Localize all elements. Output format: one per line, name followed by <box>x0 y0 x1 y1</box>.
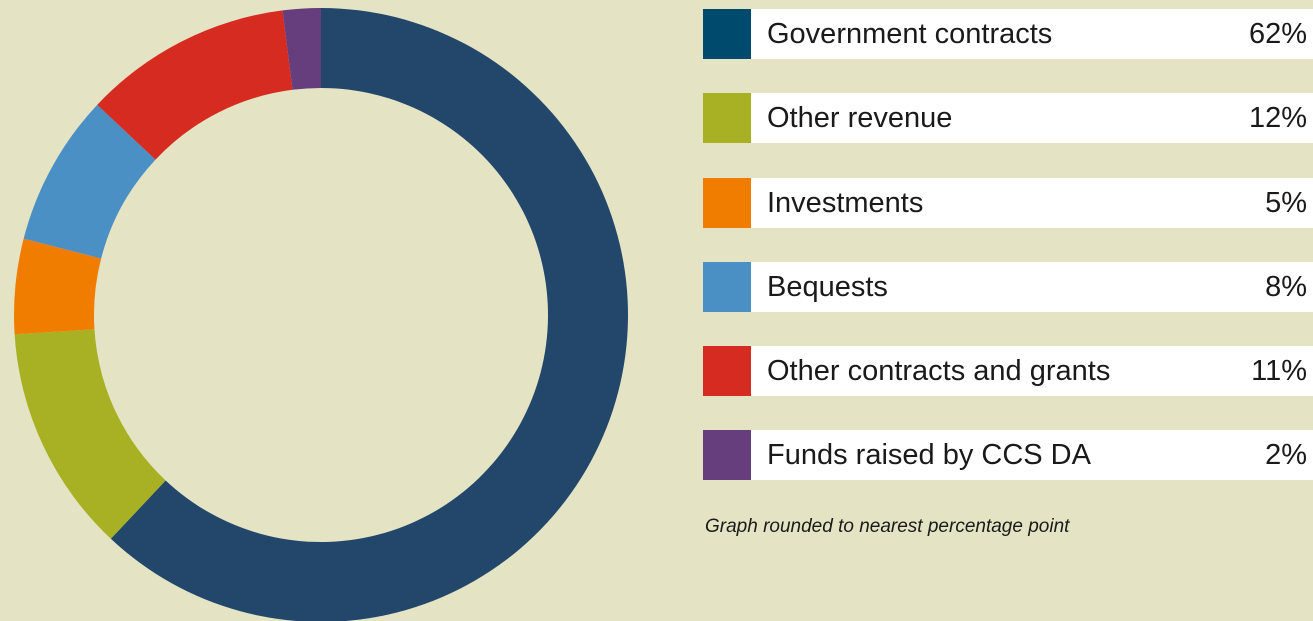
legend-swatch <box>703 430 751 480</box>
legend-swatch <box>703 346 751 396</box>
legend-swatch <box>703 178 751 228</box>
legend-label: Investments <box>767 187 924 219</box>
legend-label: Funds raised by CCS DA <box>767 439 1091 471</box>
legend-item-bequests: Bequests 8% <box>703 262 1313 312</box>
footnote: Graph rounded to nearest percentage poin… <box>705 516 1070 537</box>
legend-value: 8% <box>1265 271 1307 303</box>
legend-label: Government contracts <box>767 18 1053 50</box>
legend-label: Other revenue <box>767 102 953 134</box>
legend-label-box: Other revenue 12% <box>751 93 1313 143</box>
legend-item-government-contracts: Government contracts 62% <box>703 9 1313 59</box>
donut-slice-other-revenue <box>14 329 166 539</box>
donut-chart <box>13 8 628 621</box>
legend-label-box: Investments 5% <box>751 178 1313 228</box>
legend-value: 5% <box>1265 187 1307 219</box>
legend-item-other-revenue: Other revenue 12% <box>703 93 1313 143</box>
donut-slice-funds-raised-by-ccs-da <box>282 8 321 90</box>
legend-label: Bequests <box>767 271 888 303</box>
legend-item-funds-raised-by-ccs-da: Funds raised by CCS DA 2% <box>703 430 1313 480</box>
donut-slice-other-contracts-and-grants <box>97 10 293 160</box>
legend-label-box: Other contracts and grants 11% <box>751 346 1313 396</box>
legend-value: 11% <box>1251 355 1307 387</box>
legend-item-investments: Investments 5% <box>703 178 1313 228</box>
legend-value: 62% <box>1248 18 1307 50</box>
legend-label-box: Bequests 8% <box>751 262 1313 312</box>
donut-slice-government-contracts <box>110 8 628 621</box>
donut-slice-investments <box>13 238 102 335</box>
legend-value: 12% <box>1248 102 1307 134</box>
legend-item-other-contracts-and-grants: Other contracts and grants 11% <box>703 346 1313 396</box>
legend-value: 2% <box>1265 439 1307 471</box>
legend-label-box: Funds raised by CCS DA 2% <box>751 430 1313 480</box>
legend-swatch <box>703 93 751 143</box>
legend-label: Other contracts and grants <box>767 355 1111 387</box>
donut-slice-bequests <box>23 104 156 259</box>
legend-label-box: Government contracts 62% <box>751 9 1313 59</box>
legend-swatch <box>703 262 751 312</box>
legend-swatch <box>703 9 751 59</box>
